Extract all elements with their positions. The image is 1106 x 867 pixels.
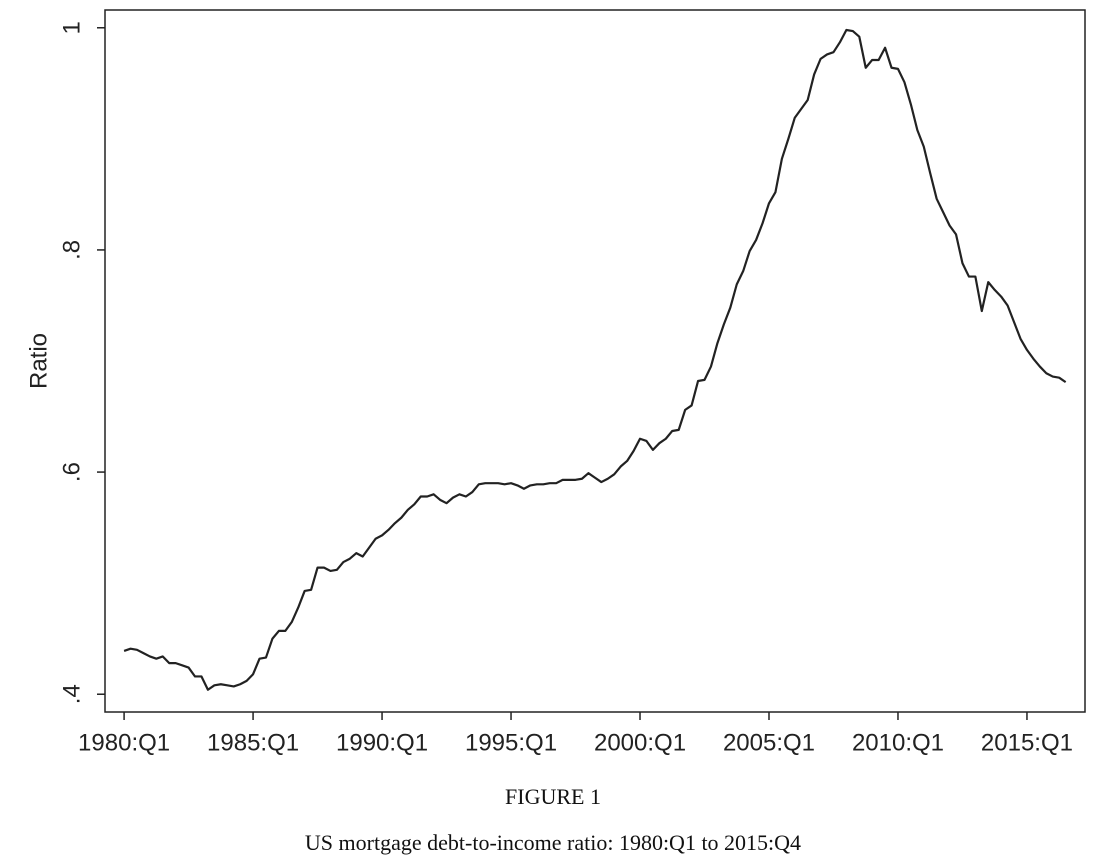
figure-label: FIGURE 1 bbox=[505, 784, 601, 809]
x-tick-label: 1980:Q1 bbox=[78, 729, 170, 756]
y-axis-label: Ratio bbox=[25, 333, 52, 389]
x-tick-label: 2010:Q1 bbox=[852, 729, 944, 756]
x-tick-label: 2000:Q1 bbox=[594, 729, 686, 756]
y-tick-label: .4 bbox=[58, 684, 85, 704]
x-tick-label: 2015:Q1 bbox=[981, 729, 1073, 756]
x-tick-label: 1985:Q1 bbox=[207, 729, 299, 756]
y-tick-label: .8 bbox=[58, 240, 85, 260]
x-tick-label: 1995:Q1 bbox=[465, 729, 557, 756]
y-tick-label: .6 bbox=[58, 462, 85, 482]
x-tick-label: 2005:Q1 bbox=[723, 729, 815, 756]
x-tick-label: 1990:Q1 bbox=[336, 729, 428, 756]
plot-frame bbox=[104, 9, 1086, 713]
caption: US mortgage debt-to-income ratio: 1980:Q… bbox=[305, 830, 801, 855]
y-tick-label: 1 bbox=[58, 21, 85, 34]
data-line bbox=[123, 28, 1067, 691]
